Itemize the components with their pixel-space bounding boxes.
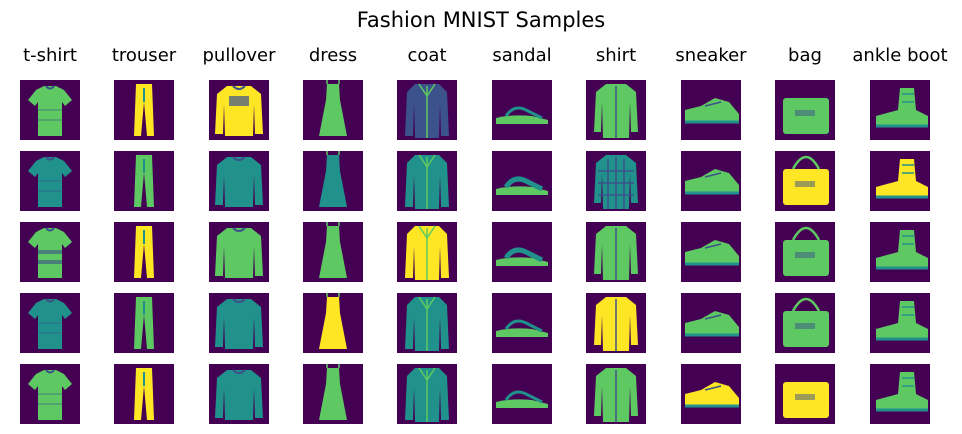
sample-image-dress-2 bbox=[303, 151, 363, 211]
sample-image-dress-3 bbox=[303, 222, 363, 282]
sample-image-boot-5 bbox=[870, 364, 930, 424]
sample-image-boot-3 bbox=[870, 222, 930, 282]
sample-image-bag-5 bbox=[775, 364, 835, 424]
sample-image-boot-2 bbox=[870, 151, 930, 211]
sample-image-sneaker-2 bbox=[681, 151, 741, 211]
sample-image-tshirt-2 bbox=[20, 151, 80, 211]
sample-image-trouser-5 bbox=[114, 364, 174, 424]
sample-image-pullover-1 bbox=[209, 80, 269, 140]
sample-image-bag-1 bbox=[775, 80, 835, 140]
sample-image-trouser-2 bbox=[114, 151, 174, 211]
sample-image-shirt-3 bbox=[586, 222, 646, 282]
sample-image-sandal-3 bbox=[492, 222, 552, 282]
sample-image-sneaker-3 bbox=[681, 222, 741, 282]
sample-image-coat-5 bbox=[397, 364, 457, 424]
sample-image-sneaker-1 bbox=[681, 80, 741, 140]
sample-image-boot-4 bbox=[870, 293, 930, 353]
sample-image-dress-5 bbox=[303, 364, 363, 424]
sample-image-sandal-4 bbox=[492, 293, 552, 353]
sample-image-shirt-5 bbox=[586, 364, 646, 424]
sample-image-dress-4 bbox=[303, 293, 363, 353]
sample-image-sandal-2 bbox=[492, 151, 552, 211]
class-label-pullover: pullover bbox=[202, 45, 276, 66]
sample-image-bag-4 bbox=[775, 293, 835, 353]
class-label-bag: bag bbox=[788, 45, 822, 66]
sample-image-sandal-5 bbox=[492, 364, 552, 424]
class-label-boot: ankle boot bbox=[852, 45, 948, 66]
class-label-shirt: shirt bbox=[595, 45, 637, 66]
class-label-sandal: sandal bbox=[492, 45, 552, 66]
sample-image-trouser-3 bbox=[114, 222, 174, 282]
sample-image-shirt-2 bbox=[586, 151, 646, 211]
sample-image-tshirt-1 bbox=[20, 80, 80, 140]
sample-image-coat-3 bbox=[397, 222, 457, 282]
sample-image-tshirt-5 bbox=[20, 364, 80, 424]
class-label-tshirt: t-shirt bbox=[23, 45, 77, 66]
sample-image-shirt-1 bbox=[586, 80, 646, 140]
sample-image-dress-1 bbox=[303, 80, 363, 140]
sample-image-pullover-4 bbox=[209, 293, 269, 353]
sample-image-sandal-1 bbox=[492, 80, 552, 140]
sample-image-bag-2 bbox=[775, 151, 835, 211]
sample-image-pullover-3 bbox=[209, 222, 269, 282]
sample-image-bag-3 bbox=[775, 222, 835, 282]
sample-image-trouser-4 bbox=[114, 293, 174, 353]
class-label-coat: coat bbox=[407, 45, 447, 66]
sample-image-shirt-4 bbox=[586, 293, 646, 353]
sample-image-sneaker-4 bbox=[681, 293, 741, 353]
figure-title: Fashion MNIST Samples bbox=[356, 8, 606, 32]
sample-image-coat-4 bbox=[397, 293, 457, 353]
sample-image-trouser-1 bbox=[114, 80, 174, 140]
sample-image-pullover-5 bbox=[209, 364, 269, 424]
class-label-dress: dress bbox=[308, 45, 358, 66]
sample-image-tshirt-3 bbox=[20, 222, 80, 282]
sample-image-coat-2 bbox=[397, 151, 457, 211]
sample-image-pullover-2 bbox=[209, 151, 269, 211]
sample-image-tshirt-4 bbox=[20, 293, 80, 353]
sample-image-coat-1 bbox=[397, 80, 457, 140]
sample-image-boot-1 bbox=[870, 80, 930, 140]
class-label-trouser: trouser bbox=[111, 45, 177, 66]
class-label-sneaker: sneaker bbox=[675, 45, 747, 66]
sample-image-sneaker-5 bbox=[681, 364, 741, 424]
